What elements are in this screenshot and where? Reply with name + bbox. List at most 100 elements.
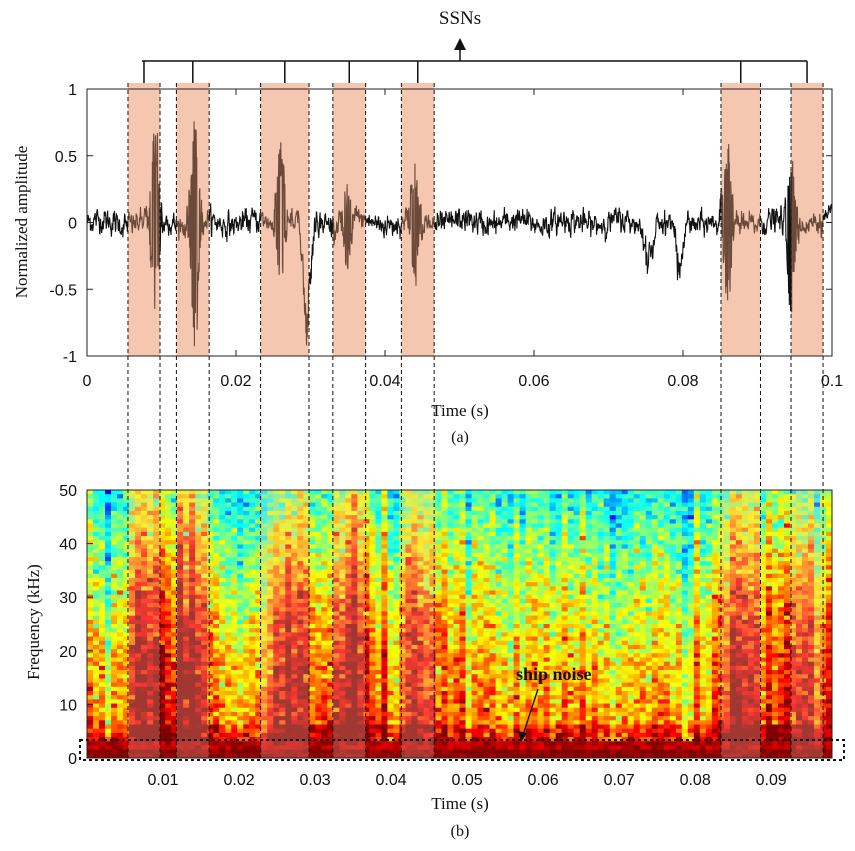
heatmap-cell	[795, 536, 803, 541]
heatmap-cell	[603, 523, 611, 529]
heatmap-cell	[603, 615, 611, 621]
heatmap-cell	[429, 624, 437, 629]
heatmap-cell	[807, 632, 815, 638]
heatmap-cell	[327, 628, 334, 633]
heatmap-cell	[159, 636, 166, 642]
heatmap-cell	[579, 611, 587, 617]
heatmap-cell	[657, 615, 665, 621]
heatmap-cell	[177, 607, 184, 613]
heatmap-cell	[501, 515, 509, 520]
heatmap-cell	[243, 644, 250, 650]
heatmap-cell	[507, 628, 515, 633]
heatmap-cell	[171, 594, 178, 600]
heatmap-cell	[537, 548, 545, 554]
heatmap-cell	[729, 502, 737, 508]
heatmap-cell	[477, 628, 485, 633]
heatmap-cell	[213, 540, 220, 546]
heatmap-cell	[603, 644, 611, 650]
heatmap-cell	[267, 536, 274, 541]
heatmap-cell	[639, 506, 647, 512]
heatmap-cell	[645, 536, 653, 541]
heatmap-cell	[159, 519, 166, 525]
heatmap-cell	[693, 649, 701, 654]
heatmap-cell	[477, 607, 485, 613]
heatmap-cell	[165, 582, 172, 587]
heatmap-cell	[711, 557, 719, 562]
heatmap-cell	[795, 490, 803, 495]
heatmap-cell	[585, 611, 593, 617]
heatmap-cell	[99, 603, 106, 608]
heatmap-cell	[561, 548, 569, 554]
heatmap-cell	[309, 619, 316, 625]
heatmap-cell	[621, 590, 629, 596]
heatmap-cell	[327, 653, 334, 659]
heatmap-cell	[237, 615, 244, 621]
heatmap-cell	[423, 603, 431, 608]
heatmap-cell	[255, 515, 262, 520]
heatmap-cell	[753, 552, 761, 558]
heatmap-cell	[435, 510, 443, 516]
heatmap-cell	[297, 502, 304, 508]
heatmap-cell	[651, 619, 659, 625]
heatmap-cell	[297, 569, 304, 575]
heatmap-cell	[249, 536, 256, 541]
heatmap-cell	[747, 523, 755, 529]
heatmap-cell	[285, 557, 292, 562]
heatmap-cell	[279, 590, 286, 596]
heatmap-cell	[171, 548, 178, 554]
heatmap-cell	[261, 494, 268, 499]
heatmap-cell	[417, 540, 425, 546]
heatmap-cell	[93, 544, 100, 550]
heatmap-cell	[315, 557, 322, 562]
heatmap-cell	[705, 490, 713, 495]
heatmap-cell	[429, 510, 437, 516]
heatmap-cell	[579, 586, 587, 592]
heatmap-cell	[429, 557, 437, 562]
heatmap-cell	[207, 552, 214, 558]
heatmap-cell	[783, 594, 791, 600]
heatmap-cell	[105, 490, 112, 495]
heatmap-cell	[441, 490, 449, 495]
heatmap-cell	[219, 557, 226, 562]
heatmap-cell	[231, 632, 238, 638]
heatmap-cell	[741, 544, 749, 550]
heatmap-cell	[717, 590, 725, 596]
heatmap-cell	[633, 624, 641, 629]
heatmap-cell	[165, 628, 172, 633]
heatmap-cell	[507, 557, 515, 562]
heatmap-cell	[141, 653, 148, 659]
heatmap-cell	[357, 649, 364, 654]
heatmap-cell	[351, 636, 358, 642]
heatmap-cell	[267, 540, 274, 546]
heatmap-cell	[159, 594, 166, 600]
heatmap-cell	[765, 590, 773, 596]
heatmap-cell	[621, 494, 629, 499]
heatmap-cell	[819, 624, 827, 629]
heatmap-cell	[351, 490, 358, 495]
heatmap-cell	[627, 490, 635, 495]
heatmap-cell	[729, 615, 737, 621]
heatmap-cell	[669, 619, 677, 625]
heatmap-cell	[795, 540, 803, 546]
heatmap-cell	[387, 540, 395, 546]
heatmap-cell	[693, 490, 701, 495]
heatmap-cell	[681, 624, 689, 629]
heatmap-cell	[255, 498, 262, 504]
heatmap-cell	[189, 603, 196, 608]
heatmap-cell	[393, 561, 401, 566]
heatmap-cell	[237, 590, 244, 596]
heatmap-cell	[147, 586, 154, 592]
heatmap-cell	[99, 490, 106, 495]
heatmap-cell	[105, 544, 112, 550]
heatmap-cell	[99, 565, 106, 571]
heatmap-cell	[225, 519, 232, 525]
heatmap-cell	[807, 523, 815, 529]
heatmap-cell	[609, 644, 617, 650]
heatmap-cell	[489, 611, 497, 617]
heatmap-cell	[711, 515, 719, 520]
heatmap-cell	[177, 649, 184, 654]
heatmap-cell	[441, 603, 449, 608]
heatmap-cell	[321, 502, 328, 508]
heatmap-cell	[285, 498, 292, 504]
heatmap-cell	[375, 506, 382, 512]
